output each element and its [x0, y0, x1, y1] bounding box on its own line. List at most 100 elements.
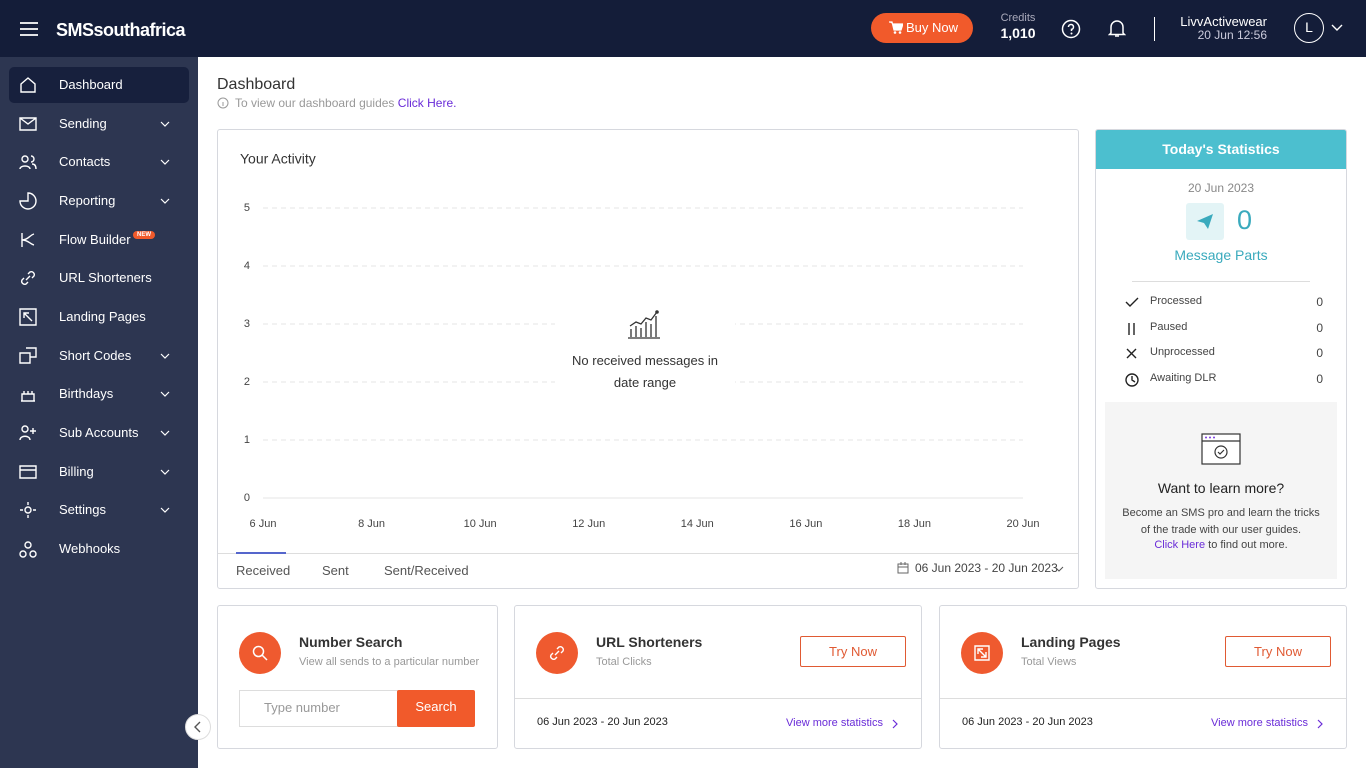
nav-item[interactable]: Landing Pages	[59, 309, 146, 324]
chevron-shape	[160, 430, 170, 436]
view-more-link[interactable]: View more statistics	[786, 717, 883, 729]
statistics-card: URL Shorteners Total Clicks Try Now 06 Jun …	[514, 605, 922, 749]
x-tick-label: 14 Jun	[681, 518, 714, 530]
nav-item[interactable]: Sub Accounts	[59, 425, 139, 440]
stat-label: Paused	[1150, 321, 1188, 333]
active-tab-indicator	[236, 552, 286, 554]
top-bar: SMSsouthafrica Buy Now Credits 1,010 Liv…	[0, 0, 1366, 57]
nav-item[interactable]: Billing	[59, 464, 94, 479]
stat-value: 0	[1316, 295, 1323, 309]
x-tick-label: 10 Jun	[464, 518, 497, 530]
nav-item[interactable]: Sending	[59, 116, 107, 131]
nav-icon-shape	[21, 391, 35, 402]
chevron-shape	[160, 159, 170, 165]
nav-item[interactable]: Settings	[59, 502, 106, 517]
learn-more: Want to learn more? Become an SMS pro an…	[1105, 402, 1337, 579]
nav-item[interactable]: Contacts	[59, 154, 111, 169]
nav-icon	[19, 541, 37, 558]
y-tick-label: 4	[244, 260, 250, 272]
nav-chevron[interactable]	[160, 391, 170, 398]
nav-icon	[19, 347, 37, 364]
card-title: Landing Pages	[1021, 634, 1121, 650]
number-input[interactable]: Type number	[239, 690, 398, 727]
card-subtitle: Total Views	[1021, 656, 1077, 668]
todays-statistics: Today's Statistics 20 Jun 2023 0 Message…	[1095, 129, 1347, 589]
collapse-button[interactable]	[185, 714, 211, 740]
row-icon-shape	[1125, 297, 1139, 307]
chevron-shape	[160, 391, 170, 397]
nav-chevron[interactable]	[160, 198, 170, 205]
nav-item[interactable]: Flow Builder	[59, 232, 131, 247]
card-icon	[974, 645, 990, 661]
stats-date: 20 Jun 2023	[1187, 181, 1255, 195]
nav-item[interactable]: Short Codes	[59, 348, 132, 363]
nav-item[interactable]: URL Shorteners	[59, 270, 152, 285]
nav-icon	[20, 77, 36, 93]
nav-icon-shape	[19, 192, 37, 210]
guide-icon	[1201, 433, 1241, 465]
nav-item[interactable]: Webhooks	[59, 541, 121, 556]
card-icon-shape	[550, 646, 564, 660]
info-icon	[217, 97, 229, 109]
x-tick-label: 20 Jun	[1006, 518, 1039, 530]
activity-chart: Your Activity 0 1 2 3 4 5 6 Jun 8 Jun 10 Jun 12 J…	[240, 151, 1040, 530]
buy-now-button[interactable]: Buy Now	[871, 13, 973, 43]
credits-label: Credits	[1000, 12, 1036, 24]
y-tick-label: 2	[244, 376, 250, 388]
tab[interactable]: Sent	[322, 563, 349, 578]
message-parts-value: 0	[1237, 205, 1253, 235]
guide-link[interactable]: Click Here.	[397, 96, 457, 110]
nav-icon-shape	[19, 117, 37, 131]
row-icon	[1126, 348, 1137, 359]
cart-icon	[889, 21, 903, 34]
sidebar: Dashboard Sending Contacts Reporting Flow Bu…	[0, 57, 198, 768]
try-now-button[interactable]: Try Now	[800, 636, 906, 667]
row-icon	[1128, 323, 1135, 335]
send-icon-box	[1186, 203, 1224, 240]
notifications-icon[interactable]	[1108, 19, 1126, 38]
page-title: Dashboard	[217, 76, 296, 93]
card-date-range: 06 Jun 2023 - 20 Jun 2023	[537, 716, 668, 728]
new-badge: NEW	[133, 231, 155, 239]
date-range[interactable]: 06 Jun 2023 - 20 Jun 2023	[915, 561, 1058, 575]
nav-icon-shape	[20, 502, 36, 518]
nav-chevron[interactable]	[160, 353, 170, 360]
empty-message: No received messages in date range	[572, 353, 718, 390]
x-tick-label: 6 Jun	[250, 518, 277, 530]
nav-chevron[interactable]	[160, 507, 170, 514]
nav-chevron[interactable]	[160, 430, 170, 437]
buy-now-label[interactable]: Buy Now	[906, 20, 959, 35]
nav-chevron[interactable]	[160, 469, 170, 476]
nav-icon	[20, 502, 36, 518]
account-chevron[interactable]	[1331, 24, 1343, 32]
nav-chevron[interactable]	[160, 121, 170, 128]
try-now-button[interactable]: Try Now	[1225, 636, 1331, 667]
nav-icon-shape	[19, 155, 37, 170]
row-icon-shape	[1126, 348, 1137, 359]
learn-more-link[interactable]: Click Here	[1154, 539, 1206, 551]
date-chevron[interactable]	[1054, 566, 1064, 573]
nav-icon	[19, 425, 36, 441]
nav-item[interactable]: Dashboard	[59, 77, 123, 92]
avatar[interactable]: L	[1294, 13, 1324, 43]
brand[interactable]: SMSsouthafrica	[56, 20, 186, 40]
nav-item[interactable]: Birthdays	[59, 386, 114, 401]
view-more-link[interactable]: View more statistics	[1211, 717, 1308, 729]
stat-label: Awaiting DLR	[1150, 372, 1217, 384]
nav-icon-shape	[19, 347, 37, 364]
chevron-shape	[160, 198, 170, 204]
nav-icon	[19, 308, 37, 326]
card-icon-shape	[974, 645, 990, 661]
nav-chevron[interactable]	[160, 159, 170, 166]
link-chevron	[1317, 719, 1323, 729]
menu-icon[interactable]	[20, 22, 38, 36]
x-tick-label: 12 Jun	[572, 518, 605, 530]
tab[interactable]: Sent/Received	[384, 563, 469, 578]
tab[interactable]: Received	[236, 563, 291, 578]
nav-item[interactable]: Reporting	[59, 193, 116, 208]
search-button[interactable]: Search	[397, 690, 475, 727]
active-item-bg	[9, 67, 189, 103]
nav-icon-shape	[19, 465, 37, 479]
link-chevron	[892, 719, 898, 729]
help-icon[interactable]	[1061, 19, 1081, 39]
